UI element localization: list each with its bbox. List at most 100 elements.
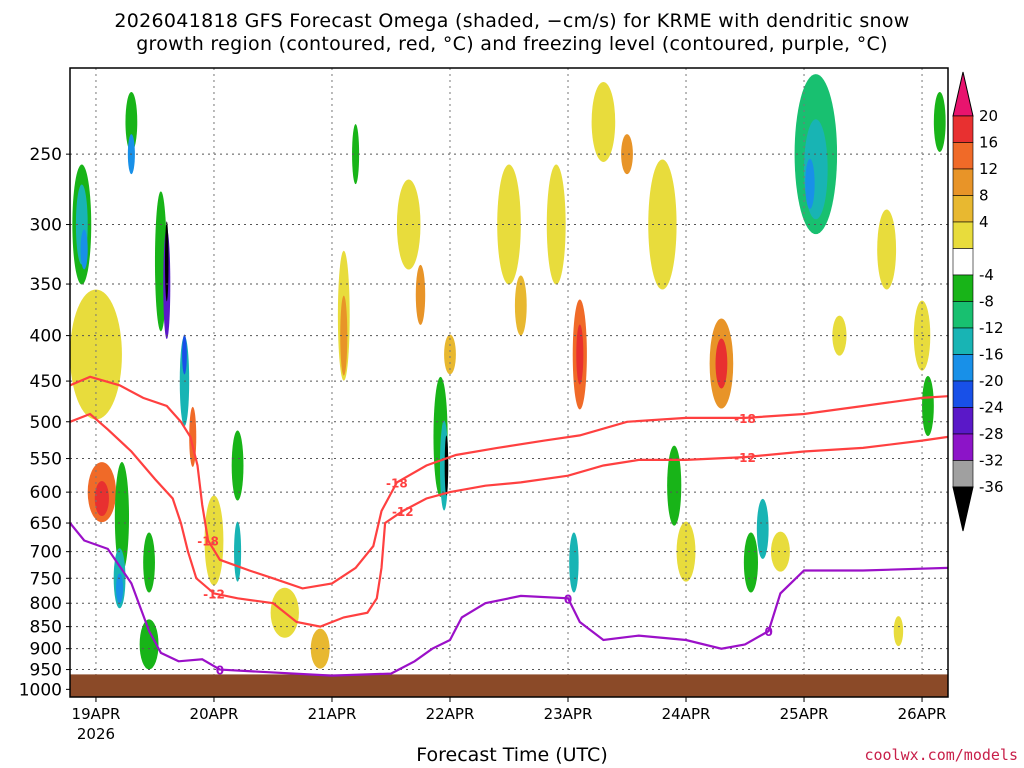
colorbar-segment-6 bbox=[952, 248, 974, 276]
omega-shade-5 bbox=[80, 229, 88, 270]
y-tick-800: 800 bbox=[30, 594, 62, 614]
omega-shade-10 bbox=[116, 573, 124, 604]
contour-line-0 bbox=[70, 375, 948, 590]
omega-shade-27 bbox=[396, 179, 421, 270]
colorbar-segment-10 bbox=[952, 354, 974, 382]
colorbar-tick-8: -16 bbox=[979, 346, 1004, 364]
colorbar-tick-6: -8 bbox=[979, 293, 994, 311]
colorbar-tick-5: -4 bbox=[979, 266, 994, 284]
contour-line-2 bbox=[70, 522, 948, 677]
y-tick-900: 900 bbox=[30, 640, 62, 660]
colorbar-segment-1 bbox=[952, 115, 974, 143]
colorbar-segment-4 bbox=[952, 195, 974, 223]
omega-shade-18 bbox=[139, 619, 159, 670]
omega-shade-46 bbox=[743, 532, 759, 593]
omega-shade-0 bbox=[70, 289, 122, 420]
omega-shade-15 bbox=[182, 334, 187, 375]
y-tick-750: 750 bbox=[30, 569, 62, 589]
contour-label-1-2: -12 bbox=[734, 451, 756, 465]
x-tick-22APR: 22APR bbox=[426, 705, 475, 723]
colorbar-tick-13: -36 bbox=[979, 478, 1004, 496]
contour-label-0-1: -18 bbox=[386, 476, 408, 490]
y-tick-550: 550 bbox=[30, 450, 62, 470]
omega-shade-31 bbox=[444, 435, 449, 496]
omega-shade-39 bbox=[591, 81, 616, 162]
contour-label-0-0: -18 bbox=[197, 534, 219, 548]
colorbar-tick-10: -24 bbox=[979, 399, 1004, 417]
colorbar-bottom-arrow bbox=[952, 486, 974, 532]
omega-shade-20 bbox=[231, 430, 244, 501]
x-tick-26APR: 26APR bbox=[898, 705, 947, 723]
ground-shading bbox=[70, 674, 948, 697]
omega-shade-40 bbox=[621, 134, 633, 175]
omega-shade-28 bbox=[415, 264, 426, 325]
omega-shade-42 bbox=[667, 445, 682, 526]
y-tick-500: 500 bbox=[30, 413, 62, 433]
colorbar-segment-5 bbox=[952, 221, 974, 249]
y-tick-950: 950 bbox=[30, 661, 62, 681]
x-tick-19APR: 19APR bbox=[72, 705, 121, 723]
colorbar-tick-11: -28 bbox=[979, 425, 1004, 443]
y-tick-300: 300 bbox=[30, 216, 62, 236]
colorbar-segment-14 bbox=[952, 460, 974, 488]
omega-shade-17 bbox=[143, 532, 155, 593]
contour-label-2-1: 0 bbox=[564, 592, 572, 606]
x-tick-23APR: 23APR bbox=[544, 705, 593, 723]
omega-shade-26 bbox=[352, 124, 360, 185]
colorbar-tick-2: 12 bbox=[979, 160, 998, 178]
omega-shading bbox=[70, 74, 946, 670]
y-tick-1000: 1000 bbox=[19, 680, 62, 700]
colorbar-tick-4: 4 bbox=[979, 213, 989, 231]
omega-shade-8 bbox=[114, 462, 130, 573]
omega-shade-55 bbox=[922, 375, 934, 436]
colorbar-segment-13 bbox=[952, 433, 974, 461]
omega-shade-37 bbox=[576, 324, 584, 385]
omega-shade-47 bbox=[756, 498, 769, 559]
y-tick-650: 650 bbox=[30, 514, 62, 534]
omega-shade-45 bbox=[715, 338, 728, 389]
y-tick-400: 400 bbox=[30, 327, 62, 347]
colorbar-segment-7 bbox=[952, 274, 974, 302]
omega-shade-23 bbox=[310, 628, 330, 669]
omega-shade-19 bbox=[204, 495, 224, 586]
x-tick-20APR: 20APR bbox=[190, 705, 239, 723]
colorbar-tick-0: 20 bbox=[979, 107, 998, 125]
colorbar-tick-9: -20 bbox=[979, 372, 1004, 390]
y-tick-250: 250 bbox=[30, 145, 62, 165]
omega-shade-6 bbox=[125, 91, 138, 152]
omega-shade-48 bbox=[770, 531, 790, 572]
contour-label-1-1: -12 bbox=[392, 505, 414, 519]
omega-shade-53 bbox=[877, 209, 897, 290]
colorbar-segment-11 bbox=[952, 380, 974, 408]
y-tick-350: 350 bbox=[30, 275, 62, 295]
colorbar-tick-7: -12 bbox=[979, 319, 1004, 337]
omega-shade-38 bbox=[569, 532, 579, 593]
contour-label-0-2: -18 bbox=[734, 412, 756, 426]
omega-shade-32 bbox=[444, 334, 456, 375]
contour-label-2-0: 0 bbox=[216, 664, 224, 678]
omega-shade-57 bbox=[893, 616, 904, 647]
x-axis-label: Forecast Time (UTC) bbox=[416, 744, 608, 766]
colorbar-tick-1: 16 bbox=[979, 134, 998, 152]
y-tick-600: 600 bbox=[30, 483, 62, 503]
x-tick-25APR: 25APR bbox=[780, 705, 829, 723]
omega-shade-43 bbox=[676, 521, 696, 582]
omega-shade-25 bbox=[340, 295, 348, 376]
omega-shade-34 bbox=[514, 275, 527, 336]
colorbar-top-arrow bbox=[952, 71, 974, 117]
credit-link[interactable]: coolwx.com/models bbox=[864, 746, 1018, 764]
contour-label-2-2: 0 bbox=[764, 625, 772, 639]
colorbar-segment-8 bbox=[952, 301, 974, 329]
plot-frame bbox=[69, 67, 949, 698]
colorbar-segment-2 bbox=[952, 142, 974, 170]
omega-shade-51 bbox=[805, 158, 815, 209]
colorbar: 20 16 12 8 4 -4 -8 -12 -16 -20 -24 -28 -32 -36 bbox=[952, 71, 1004, 532]
contour-line-1 bbox=[70, 412, 948, 628]
y-tick-700: 700 bbox=[30, 543, 62, 563]
colorbar-tick-3: 8 bbox=[979, 187, 989, 205]
omega-shade-21 bbox=[234, 521, 242, 582]
omega-shade-13 bbox=[164, 221, 169, 302]
omega-shade-41 bbox=[648, 159, 677, 290]
x-tick-year: 2026 bbox=[77, 725, 115, 743]
